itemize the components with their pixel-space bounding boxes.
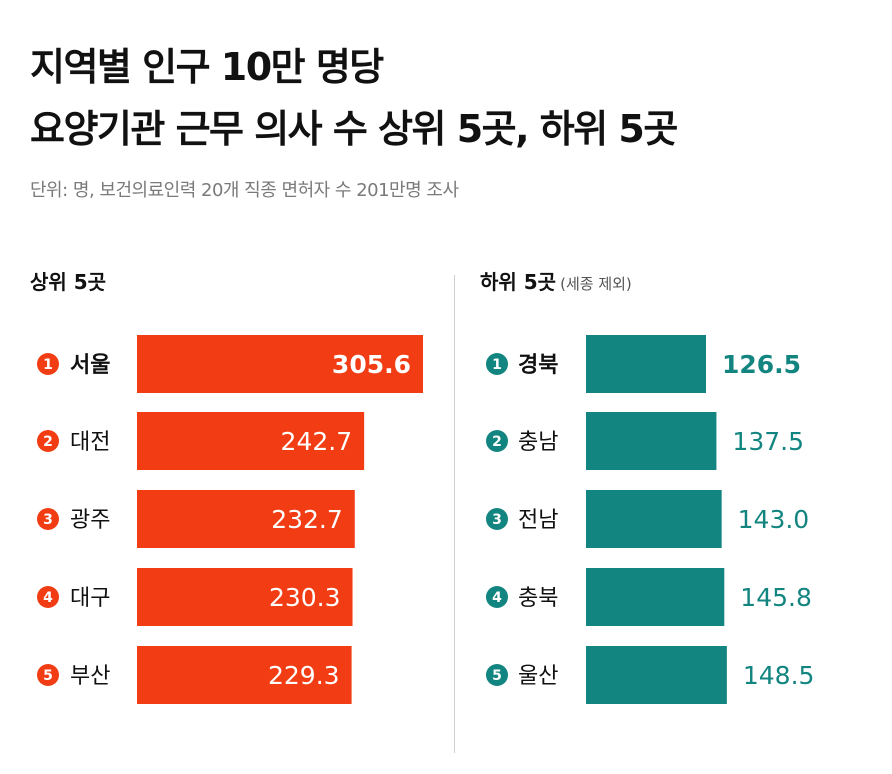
bottom-rank-badge <box>486 430 508 452</box>
bottom-value-label: 126.5 <box>722 350 801 379</box>
bottom-value-label: 148.5 <box>743 661 815 690</box>
bottom5-panel-title: 하위 5곳 (세종 제외) <box>480 266 632 295</box>
top-value-label: 305.6 <box>332 350 411 379</box>
top-region-label: 대구 <box>70 586 110 611</box>
bottom-rank-badge <box>486 586 508 608</box>
bottom-region-label: 충남 <box>518 430 558 455</box>
top-rank-number: 5 <box>43 668 53 684</box>
bottom-region-label: 울산 <box>518 664 558 689</box>
top-region-label: 부산 <box>70 664 110 689</box>
bottom-region-label: 충북 <box>518 586 558 611</box>
bottom-rank-number: 4 <box>492 590 502 606</box>
bottom-bar <box>586 412 717 470</box>
bottom-rank-number: 2 <box>492 434 502 450</box>
top5-heading: 상위 5곳 <box>30 270 107 294</box>
top-value-label: 242.7 <box>281 427 353 456</box>
bottom-value-label: 145.8 <box>740 583 812 612</box>
top-rank-badge <box>37 664 59 686</box>
bottom5-heading-note: (세종 제외) <box>560 275 632 293</box>
bottom-bar <box>586 568 725 626</box>
bottom-rank-number: 5 <box>492 668 502 684</box>
top5-panel-title: 상위 5곳 <box>30 266 106 295</box>
top-rank-number: 4 <box>43 590 53 606</box>
top-value-label: 229.3 <box>268 661 340 690</box>
top-region-label: 광주 <box>70 508 110 533</box>
top-rank-number: 3 <box>43 512 53 528</box>
bottom-region-label: 경북 <box>518 353 558 378</box>
panel-divider <box>454 275 455 753</box>
bottom-rank-badge <box>486 508 508 530</box>
bottom-rank-number: 1 <box>492 357 502 373</box>
bottom-value-label: 143.0 <box>738 505 810 534</box>
chart-title-line-2: 요양기관 근무 의사 수 상위 5곳, 하위 5곳 <box>30 107 678 151</box>
bottom-bar <box>586 646 727 704</box>
bottom-bar <box>586 490 722 548</box>
bottom5-heading: 하위 5곳 <box>480 270 557 294</box>
top-region-label: 서울 <box>70 353 110 378</box>
bottom-region-label: 전남 <box>518 508 558 533</box>
bottom-bar <box>586 335 706 393</box>
top-bar <box>137 412 365 470</box>
top-rank-number: 1 <box>43 357 53 373</box>
chart-subtitle: 단위: 명, 보건의료인력 20개 직종 면허자 수 201만명 조사 <box>30 180 459 201</box>
bottom-rank-badge <box>486 664 508 686</box>
top-bar <box>137 490 355 548</box>
bottom-value-label: 137.5 <box>732 427 804 456</box>
bottom-rank-number: 3 <box>492 512 502 528</box>
top-value-label: 232.7 <box>271 505 343 534</box>
bottom-rank-badge <box>486 353 508 375</box>
top-value-label: 230.3 <box>269 583 341 612</box>
top-bar <box>137 335 423 393</box>
top-bar <box>137 568 353 626</box>
top-rank-number: 2 <box>43 434 53 450</box>
top-rank-badge <box>37 586 59 608</box>
top-rank-badge <box>37 508 59 530</box>
chart-title-line-1: 지역별 인구 10만 명당 <box>30 45 384 89</box>
top-region-label: 대전 <box>70 430 110 455</box>
top-rank-badge <box>37 353 59 375</box>
top-rank-badge <box>37 430 59 452</box>
top-bar <box>137 646 352 704</box>
